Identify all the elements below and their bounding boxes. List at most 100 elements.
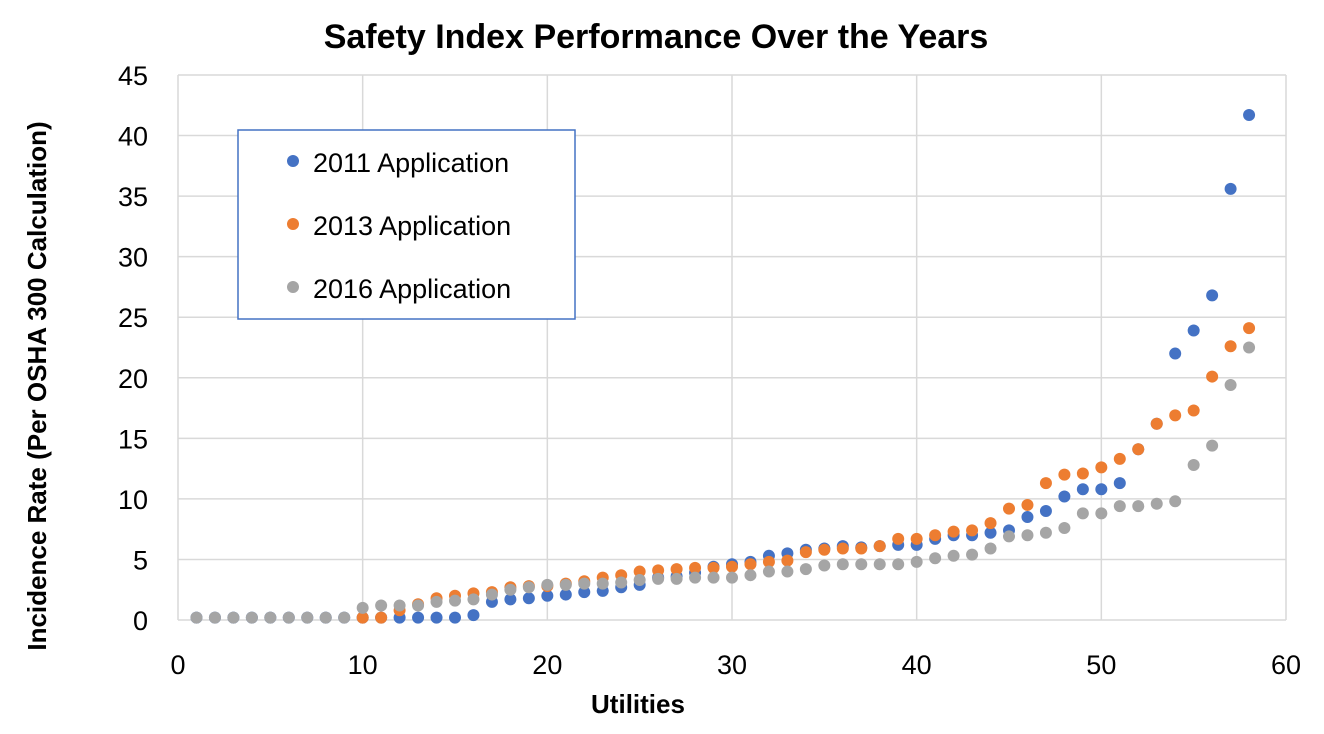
data-point — [1095, 483, 1108, 496]
data-point — [301, 611, 314, 624]
data-point — [1132, 443, 1145, 456]
chart-title: Safety Index Performance Over the Years — [324, 18, 989, 56]
data-point — [781, 554, 794, 567]
legend: 2011 Application 2013 Application 2016 App… — [237, 129, 576, 320]
data-point — [1169, 495, 1182, 508]
data-point — [522, 592, 535, 605]
x-tick-label: 10 — [348, 650, 378, 680]
data-point — [744, 558, 757, 571]
data-point — [1224, 182, 1237, 195]
data-point — [1150, 417, 1163, 430]
legend-label: 2013 Application — [313, 211, 511, 241]
data-point — [929, 552, 942, 565]
data-point — [892, 532, 905, 545]
data-point — [596, 577, 609, 590]
data-point — [947, 525, 960, 538]
data-point — [984, 542, 997, 555]
data-point — [1076, 483, 1089, 496]
data-point — [485, 588, 498, 601]
data-point — [1058, 490, 1071, 503]
data-point — [799, 563, 812, 576]
data-point — [1150, 497, 1163, 510]
data-point — [910, 555, 923, 568]
x-tick-labels: 0 10 20 30 40 50 60 — [170, 650, 1301, 680]
data-point — [836, 558, 849, 571]
data-point — [559, 578, 572, 591]
data-point — [966, 548, 979, 561]
data-point — [726, 560, 738, 573]
data-point — [1169, 409, 1182, 422]
data-point — [652, 572, 665, 585]
data-point — [467, 593, 480, 606]
data-point — [818, 559, 831, 572]
data-point — [633, 574, 646, 587]
data-point — [1243, 341, 1256, 354]
data-point — [929, 529, 942, 542]
data-point — [227, 611, 240, 624]
data-point — [1076, 467, 1089, 480]
data-point — [1003, 530, 1015, 543]
data-point — [744, 569, 757, 582]
data-point — [726, 571, 738, 584]
data-point — [245, 611, 258, 624]
data-point — [1224, 340, 1237, 353]
data-point — [1243, 108, 1256, 121]
data-point — [1039, 526, 1052, 539]
data-point — [836, 542, 849, 555]
data-point — [855, 542, 868, 555]
data-point — [190, 611, 203, 624]
y-tick-label: 20 — [118, 364, 148, 394]
data-point — [264, 611, 277, 624]
x-tick-label: 40 — [902, 650, 932, 680]
x-tick-label: 50 — [1086, 650, 1116, 680]
data-point — [984, 517, 997, 530]
y-tick-label: 45 — [118, 61, 148, 91]
data-point — [1187, 404, 1200, 417]
data-point — [208, 611, 221, 624]
data-point — [1058, 468, 1071, 481]
data-point — [430, 611, 443, 624]
data-point — [1039, 505, 1052, 517]
data-point — [689, 561, 702, 574]
data-point — [910, 532, 923, 545]
data-point — [1021, 498, 1034, 511]
data-point — [707, 571, 720, 584]
data-point — [633, 565, 646, 578]
data-point — [467, 609, 480, 622]
data-point — [799, 546, 812, 559]
data-point — [1206, 439, 1219, 452]
data-point — [781, 565, 794, 578]
data-point — [1021, 529, 1034, 542]
y-tick-label: 10 — [118, 485, 148, 515]
data-point — [670, 563, 683, 576]
y-tick-label: 0 — [133, 606, 148, 636]
data-point — [762, 565, 775, 578]
x-tick-label: 30 — [717, 650, 747, 680]
data-point — [578, 577, 591, 590]
data-point — [282, 611, 295, 624]
data-point — [966, 524, 979, 537]
data-point — [762, 555, 775, 568]
data-point — [356, 601, 369, 614]
data-point — [393, 599, 406, 612]
data-point — [578, 586, 591, 599]
x-tick-label: 60 — [1271, 650, 1301, 680]
data-point — [1113, 477, 1126, 490]
data-point — [412, 599, 425, 612]
legend-label: 2016 Application — [313, 274, 511, 304]
data-point — [615, 576, 628, 589]
data-point — [707, 561, 720, 574]
data-point — [1224, 379, 1237, 392]
y-tick-label: 30 — [118, 243, 148, 273]
data-point — [449, 611, 461, 624]
data-point — [689, 571, 702, 584]
data-point — [1039, 477, 1052, 490]
data-point — [1113, 500, 1126, 513]
data-point — [412, 611, 425, 624]
data-point — [1003, 502, 1015, 515]
data-point — [1169, 347, 1182, 360]
data-point — [522, 581, 535, 594]
data-point — [1187, 458, 1200, 471]
data-point — [670, 572, 683, 585]
